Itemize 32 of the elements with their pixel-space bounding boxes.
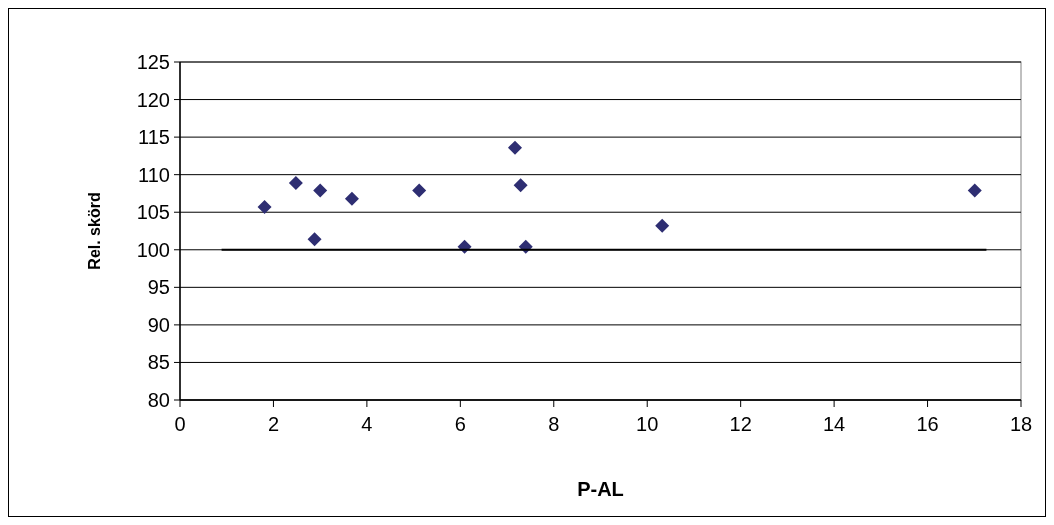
x-tick-label: 10 <box>636 413 659 435</box>
y-tick-label: 100 <box>136 238 170 261</box>
x-tick-label: 18 <box>1009 413 1033 435</box>
x-tick-label: 12 <box>729 413 752 435</box>
y-tick-label: 80 <box>147 389 170 411</box>
y-axis-title: Rel. skörd <box>86 192 103 270</box>
point <box>508 140 522 155</box>
x-tick-label: 14 <box>822 413 846 435</box>
y-tick-label: 105 <box>136 201 170 224</box>
y-tick-label: 125 <box>136 51 170 73</box>
point <box>288 175 303 190</box>
x-tick-label: 8 <box>548 413 560 435</box>
y-tick-label: 110 <box>138 163 170 186</box>
point <box>513 178 528 193</box>
x-tick-label: 0 <box>174 413 186 435</box>
point <box>967 183 982 198</box>
point <box>313 183 328 198</box>
x-tick-label: 16 <box>916 413 939 435</box>
point <box>344 191 359 206</box>
point <box>655 218 670 233</box>
point <box>412 183 427 198</box>
y-tick-label: 120 <box>136 88 170 111</box>
x-axis-title: P-AL <box>577 478 624 500</box>
x-tick-label: 4 <box>361 413 373 435</box>
point <box>257 199 272 214</box>
y-tick-label: 95 <box>147 276 170 299</box>
x-tick-label: 2 <box>267 413 280 435</box>
point <box>307 232 322 247</box>
y-tick-label: 90 <box>147 313 170 336</box>
y-tick-label: 85 <box>147 351 170 374</box>
x-tick-label: 6 <box>454 413 466 435</box>
y-tick-label: 115 <box>138 126 170 149</box>
